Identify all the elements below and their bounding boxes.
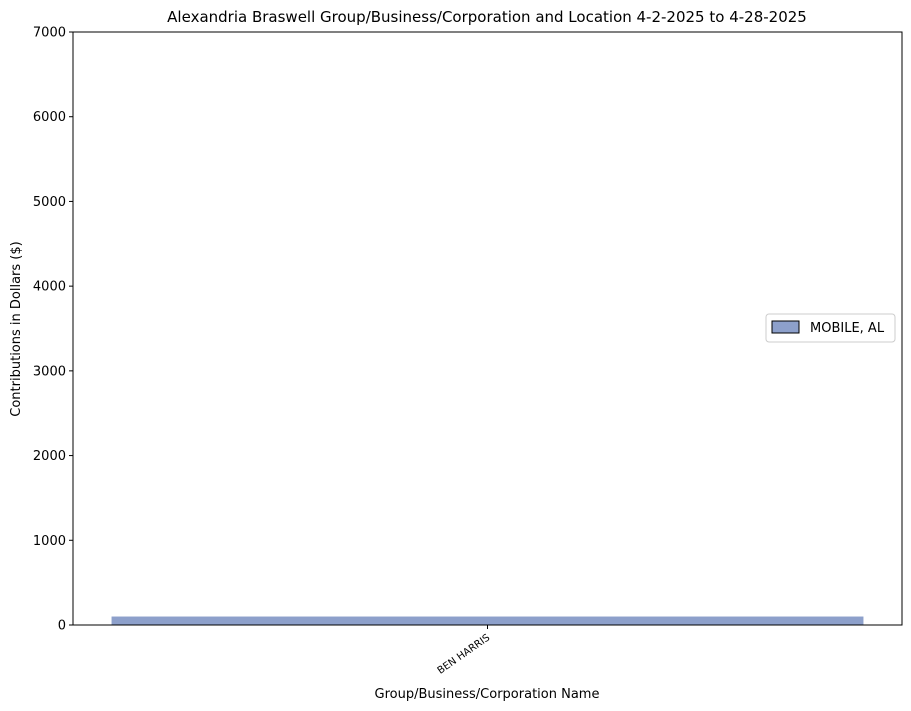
y-tick-label: 0	[58, 619, 66, 634]
x-axis: BEN HARRIS	[436, 625, 493, 677]
y-tick-label: 3000	[33, 364, 66, 379]
y-tick-label: 4000	[33, 280, 66, 295]
legend-label: MOBILE, AL	[810, 321, 885, 336]
x-tick-label: BEN HARRIS	[436, 632, 493, 676]
legend: MOBILE, AL	[765, 313, 896, 343]
bars	[111, 616, 864, 625]
y-tick-label: 6000	[33, 110, 66, 125]
y-tick-label: 2000	[33, 449, 66, 464]
y-tick-label: 7000	[33, 26, 66, 41]
y-tick-label: 5000	[33, 195, 66, 210]
y-tick-label: 1000	[33, 534, 66, 549]
y-axis-label: Contributions in Dollars ($)	[9, 241, 24, 416]
y-axis: 0 1000 2000 3000 4000 5000 6000 7000	[33, 26, 73, 634]
bar	[111, 616, 864, 625]
legend-swatch	[771, 320, 800, 334]
x-axis-label: Group/Business/Corporation Name	[375, 687, 600, 702]
chart-title: Alexandria Braswell Group/Business/Corpo…	[167, 8, 807, 26]
